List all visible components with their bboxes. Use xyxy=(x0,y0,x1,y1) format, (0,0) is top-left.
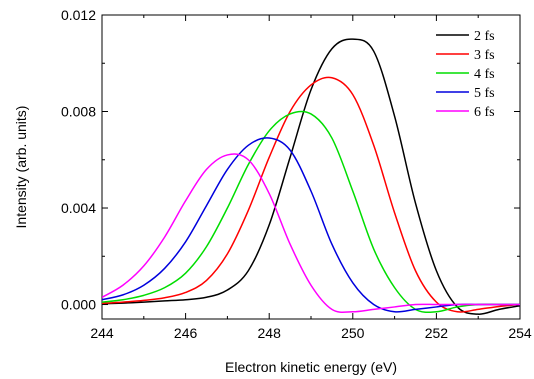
legend-label: 6 fs xyxy=(474,105,495,120)
legend-label: 5 fs xyxy=(474,86,495,101)
x-tick-label: 252 xyxy=(425,325,449,341)
plot-area xyxy=(101,14,521,320)
x-tick-label: 248 xyxy=(258,325,282,341)
y-tick-label: 0.008 xyxy=(61,104,96,120)
legend-label: 2 fs xyxy=(474,29,495,44)
series-line-4-fs xyxy=(102,110,520,313)
legend: 2 fs 3 fs 4 fs 5 fs 6 fs xyxy=(436,29,495,120)
series-line-3-fs xyxy=(102,76,520,313)
x-tick-label: 244 xyxy=(90,325,114,341)
x-axis-ticks: 244 246 248 250 252 254 xyxy=(90,15,532,341)
y-tick-label: 0.000 xyxy=(61,297,96,313)
x-tick-label: 250 xyxy=(341,325,365,341)
series-line-2-fs xyxy=(102,38,520,315)
x-axis-title: Electron kinetic energy (eV) xyxy=(225,359,397,375)
series-layer xyxy=(102,38,520,315)
x-tick-label: 254 xyxy=(508,325,532,341)
x-tick-label: 246 xyxy=(174,325,198,341)
legend-label: 3 fs xyxy=(474,48,495,63)
series-line-6-fs xyxy=(102,153,520,313)
y-axis-title: Intensity (arb. units) xyxy=(13,106,29,229)
y-tick-label: 0.004 xyxy=(61,200,96,216)
legend-label: 4 fs xyxy=(474,67,495,82)
y-tick-label: 0.012 xyxy=(61,7,96,23)
y-axis-ticks: 0.000 0.004 0.008 0.012 xyxy=(61,7,520,313)
